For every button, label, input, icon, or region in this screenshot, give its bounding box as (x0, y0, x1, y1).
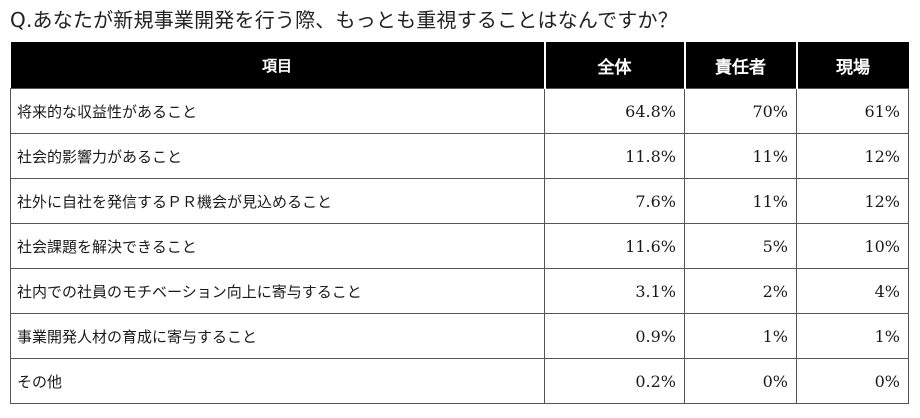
row-site-value: 10% (796, 223, 909, 269)
row-all-value: 64.8% (544, 88, 685, 134)
row-site-value: 12% (796, 133, 909, 179)
row-item-label: 社外に自社を発信するＰＲ機会が見込めること (10, 178, 545, 224)
row-manager-value: 11% (684, 133, 797, 179)
survey-results-table: 項目 全体 責任者 現場 将来的な収益性があること 64.8% 70% 61% … (10, 42, 909, 404)
row-item-label: 将来的な収益性があること (10, 88, 545, 134)
table-row: 将来的な収益性があること 64.8% 70% 61% (10, 88, 909, 134)
table-row: 社会課題を解決できること 11.6% 5% 10% (10, 223, 909, 269)
table-row: 事業開発人材の育成に寄与すること 0.9% 1% 1% (10, 313, 909, 359)
header-all: 全体 (543, 42, 685, 89)
table-row: 社外に自社を発信するＰＲ機会が見込めること 7.6% 11% 12% (10, 178, 909, 224)
row-manager-value: 0% (684, 358, 797, 404)
row-all-value: 11.8% (544, 133, 685, 179)
header-site: 現場 (795, 42, 909, 89)
table-row: その他 0.2% 0% 0% (10, 358, 909, 404)
question-title: Q.あなたが新規事業開発を行う際、もっとも重視することはなんですか？ (10, 8, 678, 32)
row-site-value: 4% (796, 268, 909, 314)
row-site-value: 0% (796, 358, 909, 404)
row-all-value: 7.6% (544, 178, 685, 224)
row-item-label: 社会課題を解決できること (10, 223, 545, 269)
table-row: 社内での社員のモチベーション向上に寄与すること 3.1% 2% 4% (10, 268, 909, 314)
row-all-value: 3.1% (544, 268, 685, 314)
table-row: 社会的影響力があること 11.8% 11% 12% (10, 133, 909, 179)
row-all-value: 0.9% (544, 313, 685, 359)
row-site-value: 1% (796, 313, 909, 359)
row-site-value: 12% (796, 178, 909, 224)
row-manager-value: 1% (684, 313, 797, 359)
header-item: 項目 (10, 42, 545, 89)
row-item-label: 事業開発人材の育成に寄与すること (10, 313, 545, 359)
table-header-row: 項目 全体 責任者 現場 (10, 42, 909, 89)
row-site-value: 61% (796, 88, 909, 134)
row-manager-value: 11% (684, 178, 797, 224)
row-item-label: 社会的影響力があること (10, 133, 545, 179)
row-all-value: 11.6% (544, 223, 685, 269)
row-manager-value: 2% (684, 268, 797, 314)
row-manager-value: 70% (684, 88, 797, 134)
row-item-label: その他 (10, 358, 545, 404)
row-item-label: 社内での社員のモチベーション向上に寄与すること (10, 268, 545, 314)
header-manager: 責任者 (683, 42, 797, 89)
row-all-value: 0.2% (544, 358, 685, 404)
row-manager-value: 5% (684, 223, 797, 269)
